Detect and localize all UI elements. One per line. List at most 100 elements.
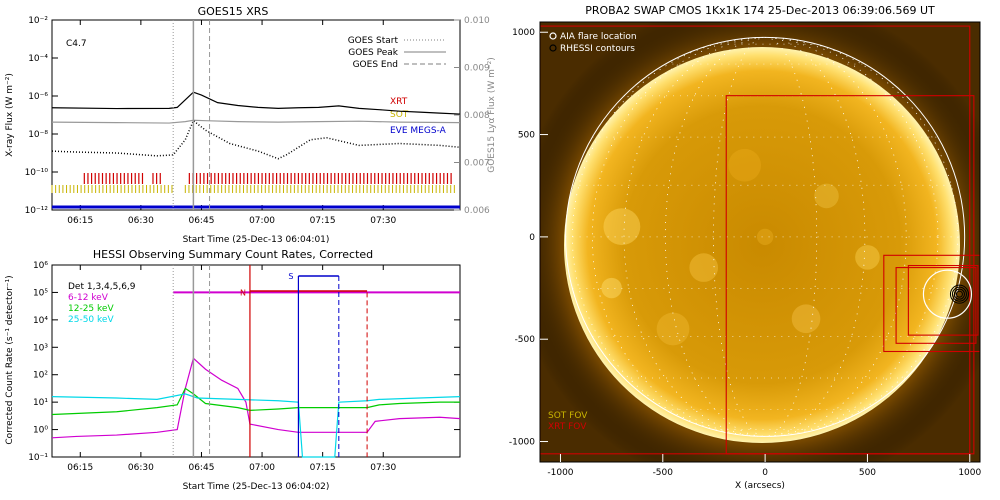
goes-y2-tick-label: 0.010 <box>464 16 490 26</box>
hessi-x-tick-label: 06:45 <box>188 463 214 473</box>
longitude-line <box>591 36 939 437</box>
sun-disk <box>564 47 960 443</box>
goes-y-tick-label: 10⁻⁴ <box>28 54 48 64</box>
goes-legend: GOES Start GOES Peak GOES End <box>348 36 446 70</box>
swap-legend-symbol <box>549 32 557 40</box>
hessi-y-tick-label: 10⁶ <box>33 261 48 271</box>
goes-x-tick-label: 06:15 <box>67 216 93 226</box>
goes-y-axis-label: X-ray Flux (W m⁻²) <box>5 73 15 157</box>
goes-x-tick-label: 07:30 <box>370 216 396 226</box>
goes-y2-axis-label: GOES15 Lyα Flux (W m⁻²) <box>487 57 497 173</box>
goes-y-tick-label: 10⁻⁸ <box>28 130 48 140</box>
sun-texture <box>601 148 880 346</box>
swap-x-tick-label: -500 <box>653 468 674 478</box>
fov-box <box>883 254 980 353</box>
swap-legend-symbol <box>549 44 557 52</box>
swap-title: PROBA2 SWAP CMOS 1Kx1K 174 25-Dec-2013 0… <box>585 4 935 17</box>
goes-y2-tick-label: 0.006 <box>464 206 490 216</box>
hessi-x-tick-label: 06:30 <box>128 463 154 473</box>
hessi-legend-label: 6-12 keV <box>68 293 109 303</box>
swap-plot-frame <box>539 21 981 463</box>
hessi-y-tick-label: 10⁵ <box>33 288 48 298</box>
goes-y2-tick-label: 0.009 <box>464 64 490 74</box>
night-marker: N <box>240 288 246 297</box>
goes-series-line <box>51 91 461 115</box>
swap-x-tick-label: 0 <box>762 468 768 478</box>
sun-bright-region <box>814 183 839 209</box>
goes-instrument-label: SOT <box>390 110 409 120</box>
longitude-line <box>572 36 959 437</box>
sun-bright-region <box>728 148 762 182</box>
hessi-series-line <box>51 357 461 439</box>
hessi-plot-frame <box>51 264 461 458</box>
goes-axes: 06:15 06:30 06:45 07:00 07:15 07:30 10⁻¹² 10⁻¹⁰… <box>25 16 490 226</box>
swap-axes: -1000 -500 0 500 1000 -1000 -500 0 500 1000 <box>509 28 982 478</box>
swap-panel: PROBA2 SWAP CMOS 1Kx1K 174 25-Dec-2013 0… <box>509 4 982 491</box>
longitude-line <box>623 36 907 437</box>
swap-fov-label: XRT FOV <box>548 422 587 432</box>
sun-bright-region <box>656 312 690 346</box>
goes-y-tick-label: 10⁻¹⁰ <box>25 168 49 178</box>
hessi-x-axis-label: Start Time (25-Dec-13 06:04:02) <box>183 482 330 492</box>
sun-bright-region <box>756 228 774 246</box>
hessi-event-lines: NS <box>172 265 368 457</box>
swap-x-tick-label: 500 <box>859 468 876 478</box>
hessi-y-tick-label: 10⁻¹ <box>28 453 48 463</box>
swap-y-tick-label: 0 <box>529 233 535 243</box>
goes-legend-label: GOES End <box>353 60 398 70</box>
rhessi-contour <box>953 288 965 300</box>
hessi-y-tick-label: 10³ <box>33 343 48 353</box>
hessi-x-tick-label: 07:00 <box>249 463 275 473</box>
sun-bright-region <box>603 208 641 246</box>
sun-bright-region <box>601 277 622 299</box>
goes-series-line <box>51 119 461 124</box>
fov-box <box>907 264 979 336</box>
swap-legend-label: RHESSI contours <box>560 44 635 54</box>
fov-box <box>895 267 977 344</box>
saa-marker: S <box>288 272 293 281</box>
goes-observation-bars <box>51 173 460 209</box>
goes-series <box>51 91 461 160</box>
hessi-x-tick-label: 07:30 <box>370 463 396 473</box>
swap-x-axis-label: X (arcsecs) <box>735 481 785 491</box>
sun-bright-region <box>791 304 821 334</box>
goes-x-tick-label: 06:45 <box>188 216 214 226</box>
swap-legend: AIA flare location RHESSI contours <box>549 32 637 54</box>
heliographic-grid <box>565 36 966 437</box>
hessi-legend-label: Det 1,3,4,5,6,9 <box>68 282 136 292</box>
swap-legend-label: AIA flare location <box>560 32 637 42</box>
rhessi-contour <box>949 284 969 304</box>
fov-boxes <box>540 25 980 455</box>
goes-title: GOES15 XRS <box>198 5 269 18</box>
aia-flare-circle <box>922 269 973 319</box>
goes-instrument-labels: XRT SOT EVE MEGS-A <box>390 97 447 136</box>
rhessi-contour <box>951 286 967 302</box>
goes-y-tick-label: 10⁻² <box>28 16 48 26</box>
hessi-panel: HESSI Observing Summary Count Rates, Cor… <box>5 248 461 492</box>
hessi-y-tick-label: 10⁰ <box>33 426 48 436</box>
swap-y-tick-label: 1000 <box>512 28 535 38</box>
goes-x-tick-label: 06:30 <box>128 216 154 226</box>
hessi-x-tick-label: 07:15 <box>310 463 336 473</box>
hessi-series-line <box>51 387 460 416</box>
goes-x-tick-label: 07:00 <box>249 216 275 226</box>
hessi-y-tick-label: 10⁴ <box>33 316 48 326</box>
hessi-legend-label: 25-50 keV <box>68 315 114 325</box>
longitude-line <box>664 36 866 437</box>
goes-series-line <box>51 119 461 160</box>
longitude-line <box>713 36 818 437</box>
rhessi-contour <box>955 290 963 298</box>
goes-y2-tick-label: 0.007 <box>464 159 490 169</box>
swap-x-tick-label: -1000 <box>547 468 573 478</box>
goes-y2-tick-label: 0.008 <box>464 111 490 121</box>
fov-box <box>725 95 975 455</box>
hessi-title: HESSI Observing Summary Count Rates, Cor… <box>93 248 373 261</box>
hessi-y-tick-label: 10¹ <box>33 398 48 408</box>
goes-x-axis-label: Start Time (25-Dec-13 06:04:01) <box>183 235 330 245</box>
hessi-axes: 06:15 06:30 06:45 07:00 07:15 07:30 10⁻¹ 10⁰ 10¹… <box>28 261 460 473</box>
hessi-legend-label: 12-25 keV <box>68 304 114 314</box>
swap-y-tick-label: -500 <box>515 335 536 345</box>
goes-class-label: C4.7 <box>66 39 87 49</box>
